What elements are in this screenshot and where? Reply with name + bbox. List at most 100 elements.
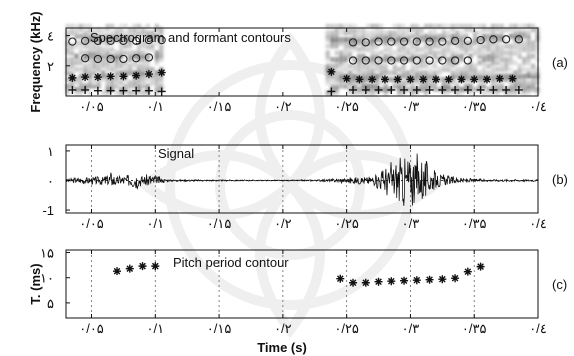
spectrogram-cell (379, 63, 383, 69)
spectrogram-cell (159, 50, 163, 56)
formant-marker (514, 85, 523, 94)
spectrogram-cell (128, 27, 132, 33)
spectrogram-cell (446, 90, 450, 96)
spectrogram-cell (513, 30, 517, 36)
spectrogram-cell (88, 63, 92, 69)
spectrogram-cell (146, 40, 150, 46)
spectrogram-cell (97, 30, 101, 36)
spectrogram-cell (482, 80, 486, 86)
spectrogram-cell (326, 73, 330, 79)
spectrogram-cell (335, 86, 339, 92)
spectrogram-cell (420, 57, 423, 62)
spectrogram-cell (379, 50, 383, 56)
signal-title: Signal (158, 146, 194, 161)
spectrogram-cell (353, 30, 357, 36)
spectrogram-cell (348, 27, 352, 33)
spectrogram-cell (469, 70, 473, 76)
formant-marker (406, 75, 415, 84)
formant-markers (68, 35, 524, 96)
spectrogram-cell (74, 66, 78, 72)
spectrogram-cell (469, 83, 473, 89)
formant-marker (374, 37, 383, 46)
spectrogram-cell (88, 73, 92, 79)
spectrogram-cell (70, 50, 74, 56)
spectrogram-cell (159, 27, 163, 33)
spectrogram-cell (106, 50, 110, 56)
spectrogram-cell (420, 53, 423, 59)
spectrogram-cell (141, 53, 145, 59)
spectrogram-cell (110, 47, 114, 53)
spectrogram-cell (146, 90, 150, 96)
spectrogram-cell (397, 27, 401, 33)
spectrogram-cell (478, 80, 482, 86)
spectrogram-cell (128, 30, 132, 36)
spectrogram-cell (146, 37, 150, 43)
spectrogram-cell (518, 23, 522, 29)
spectrogram-cell (132, 23, 136, 29)
spectrogram-cell (491, 30, 495, 36)
pitch-marker (425, 275, 434, 284)
spectrogram-cell (141, 66, 145, 72)
spectrogram-cell (415, 60, 419, 66)
spectrogram-cell (504, 63, 508, 69)
spectrogram-cell (402, 47, 406, 53)
spectrogram-cell (428, 73, 432, 79)
spectrogram-cell (335, 30, 339, 36)
spectrogram-cell (88, 23, 92, 29)
spectrogram-cell (486, 33, 490, 39)
spectrogram-cell (415, 50, 419, 56)
spectrogram-cell (141, 57, 145, 62)
spectrogram-cell (473, 66, 477, 72)
spectrogram-cell (137, 83, 141, 89)
spectrogram-cell (531, 47, 535, 53)
spectrogram-cell (357, 70, 361, 76)
spectrogram-cell (513, 27, 517, 33)
formant-marker (68, 73, 77, 82)
spectrogram-cell (491, 43, 495, 49)
frequency-axis-label: Frequency (kHz) (28, 11, 43, 112)
spectrogram-cell (522, 57, 526, 62)
panel-label-a: (a) (552, 55, 568, 70)
spectrogram-cell (132, 27, 136, 33)
spectrogram-cell (500, 23, 504, 29)
spectrogram-cell (326, 37, 330, 43)
spectrogram-cell (106, 76, 110, 82)
pitch-marker (400, 276, 409, 285)
spectrogram-cell (124, 60, 128, 66)
spectrogram-cell (330, 80, 334, 86)
pitch-marker (412, 276, 421, 285)
spectrogram-cell (353, 27, 357, 33)
spectrogram-cell (339, 57, 343, 62)
pitch-x-tick-label: ۰/٤ (529, 321, 547, 336)
spectrogram-cell (464, 23, 468, 29)
pitch-axis-label: T. (ms) (28, 263, 43, 304)
spectrogram-cell (518, 63, 522, 69)
spectrogram-cell (101, 47, 105, 53)
spectrogram-cell (509, 86, 513, 92)
pitch-marker (336, 274, 345, 283)
spectrogram-cell (119, 40, 123, 46)
spectrogram-cell (527, 23, 531, 29)
spectrogram-cell (70, 43, 74, 49)
spectrogram-cell (531, 80, 535, 86)
formant-marker (93, 86, 102, 95)
spectrogram-cell (500, 76, 504, 82)
signal-ticks: ۰/۰۵ ۰/۱ ۰/۱۵ ۰/۲ ۰/۲۵ ۰/۳ ۰/۳۵ ۰/٤ -1 ۰ ۱ (42, 144, 546, 231)
spectrogram-cell (433, 30, 437, 36)
spectrogram-cell (388, 37, 392, 43)
formant-marker (81, 85, 90, 94)
spectrogram-cell (531, 83, 535, 89)
spectrogram-cell (406, 86, 410, 92)
spectrogram-x-tick-label: ۰/۱۵ (207, 99, 232, 114)
spectrogram-cell (451, 73, 455, 79)
spectrogram-cell (397, 23, 401, 29)
spectrogram-cell (451, 40, 455, 46)
spectrogram-cell (326, 53, 330, 59)
spectrogram-cell (146, 43, 150, 49)
spectrogram-cell (101, 90, 105, 96)
spectrogram-cell (370, 53, 374, 59)
spectrogram-cell (339, 50, 343, 56)
spectrogram-cell (446, 63, 450, 69)
spectrogram-cell (406, 30, 410, 36)
spectrogram-cell (411, 23, 415, 29)
